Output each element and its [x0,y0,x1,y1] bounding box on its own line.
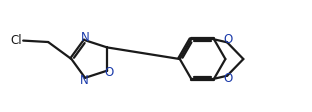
Text: O: O [105,66,114,79]
Text: O: O [223,33,232,46]
Text: N: N [80,74,89,87]
Text: O: O [223,72,232,85]
Text: N: N [81,31,90,44]
Text: Cl: Cl [10,34,22,47]
